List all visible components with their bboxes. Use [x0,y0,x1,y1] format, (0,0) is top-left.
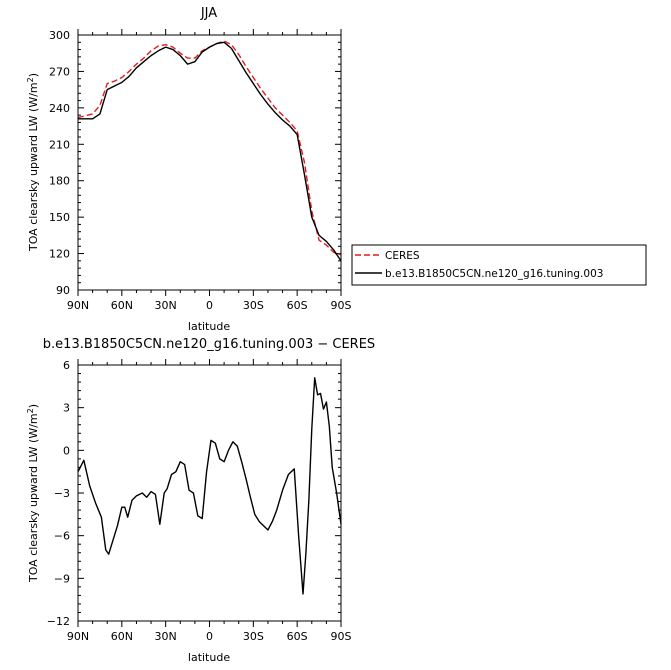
bottom-x-tick-label: 30N [155,630,177,643]
legend-label-ceres: CERES [385,250,420,262]
bottom-y-tick-label: −3 [54,487,70,500]
legend: CERES b.e13.B1850C5CN.ne120_g16.tuning.0… [351,244,647,286]
bottom-y-tick-labels: −12 −9 −6 −3 0 3 6 [47,359,70,628]
bottom-x-tick-label: 30S [243,630,264,643]
bottom-y-axis-label: TOA clearsky upward LW (W/m2) [26,404,40,583]
bottom-x-tick-label: 90S [331,630,352,643]
top-y-tick-labels: 90 120 150 180 210 240 270 300 [49,29,70,297]
top-y-tick-label: 270 [49,65,70,78]
top-x-tick-label: 90N [67,299,89,312]
bottom-x-tick-label: 60S [287,630,308,643]
top-y-axis-label-end: ) [27,73,40,77]
top-y-tick-label: 120 [49,248,70,261]
top-plot-frame [77,34,342,291]
top-y-tick-label: 180 [49,175,70,188]
bottom-x-tick-labels: 90N 60N 30N 0 30S 60S 90S [67,630,352,643]
bottom-y-axis-label-main: TOA clearsky upward LW (W/m [27,413,40,583]
top-y-axis-label: TOA clearsky upward LW (W/m2) [26,73,40,252]
top-x-tick-label: 30S [243,299,264,312]
top-x-tick-label: 60N [111,299,133,312]
top-series-line-model [78,41,342,262]
bottom-y-tick-label: 0 [63,444,70,457]
top-y-tick-label: 150 [49,211,70,224]
top-x-tick-label: 90S [331,299,352,312]
bottom-x-tick-label: 60N [111,630,133,643]
bottom-tick-marks [77,359,342,627]
bottom-y-tick-label: −12 [47,615,70,628]
bottom-series-line-model [77,377,342,595]
bottom-y-tick-label: −9 [54,572,70,585]
top-y-tick-label: 240 [49,102,70,115]
bottom-series-group [77,377,342,595]
bottom-chart-title: b.e13.B1850C5CN.ne120_g16.tuning.003 − C… [43,337,375,352]
bottom-y-tick-label: 3 [63,402,70,415]
bottom-y-axis-label-sup: 2 [26,408,35,413]
top-series-group [77,40,342,262]
bottom-y-tick-label: −6 [54,530,70,543]
top-x-tick-label: 30N [155,299,177,312]
top-y-axis-label-sup: 2 [26,77,35,82]
top-chart-title: JJA [200,6,217,21]
top-y-tick-label: 90 [56,284,70,297]
top-y-axis-label-main: TOA clearsky upward LW (W/m [27,82,40,252]
bottom-y-axis-label-end: ) [27,404,40,408]
top-x-axis-label: latitude [188,320,230,333]
top-y-tick-label: 210 [49,138,70,151]
top-x-tick-labels: 90N 60N 30N 0 30S 60S 90S [67,299,352,312]
top-x-tick-label: 60S [287,299,308,312]
bottom-panel: b.e13.B1850C5CN.ne120_g16.tuning.003 − C… [26,337,375,664]
legend-label-model: b.e13.B1850C5CN.ne120_g16.tuning.003 [385,268,603,280]
bottom-x-tick-label: 90N [67,630,89,643]
top-x-tick-label: 0 [206,299,213,312]
legend-box [351,244,647,286]
bottom-x-axis-label: latitude [188,651,230,664]
top-y-tick-label: 300 [49,29,70,42]
bottom-y-tick-label: 6 [63,359,70,372]
bottom-plot-frame [77,364,342,622]
bottom-x-tick-label: 0 [206,630,213,643]
top-series-line-ceres [77,40,342,256]
top-panel: JJA 90 120 150 180 210 240 270 300 90N 60N 30N 0 30… [26,6,352,333]
